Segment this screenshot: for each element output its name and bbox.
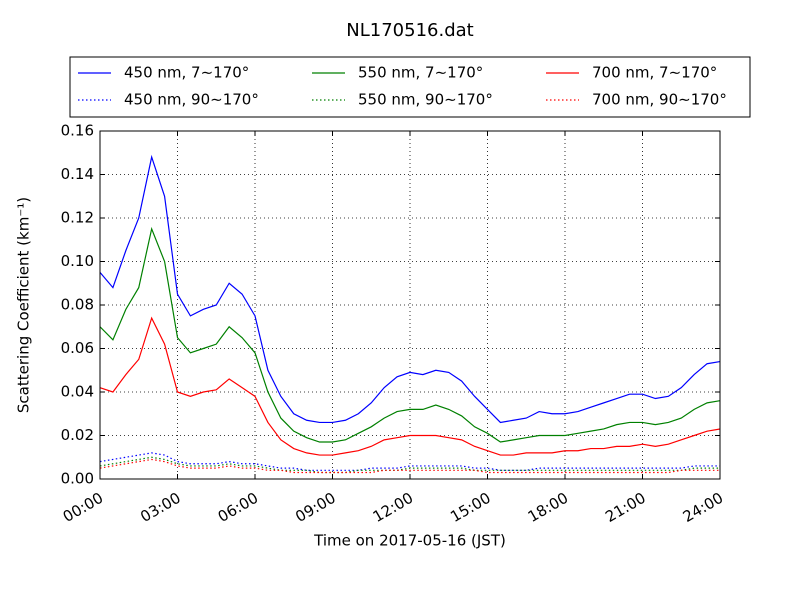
y-tick-label: 0.00	[61, 470, 94, 488]
data-line	[99, 452, 720, 471]
x-tick-label: 24:00	[680, 489, 726, 526]
x-tick-label: 09:00	[292, 489, 338, 526]
data-line	[99, 458, 720, 474]
x-tick-label: 12:00	[370, 489, 416, 526]
legend-label: 700 nm, 7∼170°	[592, 64, 717, 82]
x-tick-label: 00:00	[60, 489, 106, 526]
data-line	[99, 316, 721, 456]
y-tick-label: 0.14	[61, 165, 94, 183]
y-tick-label: 0.02	[61, 426, 94, 444]
x-axis-label: Time on 2017-05-16 (JST)	[313, 532, 506, 550]
legend-box	[69, 56, 751, 118]
plot-frame	[99, 130, 721, 480]
data-line	[99, 226, 721, 443]
legend-label: 550 nm, 7∼170°	[358, 64, 483, 82]
y-tick-label: 0.06	[61, 339, 94, 357]
data-line	[99, 154, 721, 424]
y-tick-label: 0.16	[61, 122, 94, 140]
legend-label: 450 nm, 90∼170°	[124, 91, 259, 109]
x-tick-label: 21:00	[602, 489, 648, 526]
legend-label: 700 nm, 90∼170°	[592, 91, 727, 109]
chart-title: NL170516.dat	[346, 20, 473, 41]
y-axis-label: Scattering Coefficient (km⁻¹)	[15, 197, 33, 413]
y-tick-label: 0.10	[61, 252, 94, 270]
x-tick-label: 03:00	[137, 489, 183, 526]
legend-label: 450 nm, 7∼170°	[124, 64, 249, 82]
x-tick-label: 18:00	[525, 489, 571, 526]
x-tick-label: 06:00	[215, 489, 261, 526]
y-tick-label: 0.12	[61, 209, 94, 227]
x-tick-label: 15:00	[447, 489, 493, 526]
y-tick-label: 0.08	[61, 296, 94, 314]
legend-label: 550 nm, 90∼170°	[358, 91, 493, 109]
y-tick-label: 0.04	[61, 383, 94, 401]
data-line	[99, 456, 720, 474]
